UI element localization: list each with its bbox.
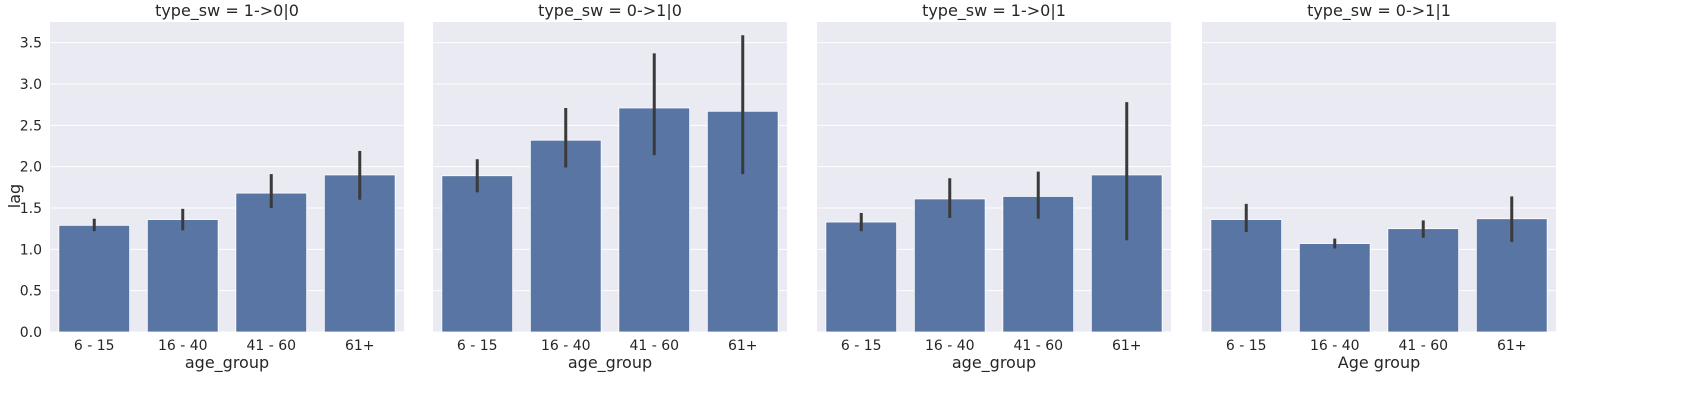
x-tick-label: 41 - 60 (1013, 338, 1063, 354)
x-axis-label: age_group (185, 353, 269, 373)
x-tick-label: 61+ (1497, 338, 1527, 354)
x-tick-label: 61+ (345, 338, 375, 354)
chart-panel-4: 6 - 15 16 - 40 41 - 60 61+ type_sw = 0->1|1 A… (1202, 1, 1556, 372)
chart-panel-1: 0.0 0.5 1.0 1.5 2.0 2.5 3.0 3.5 6 - 15 16 - 40 41 … (20, 1, 404, 373)
x-tick-label: 61+ (1112, 338, 1142, 354)
y-tick-label: 1.0 (20, 242, 42, 258)
bar (1298, 243, 1371, 333)
x-tick-label: 6 - 15 (841, 338, 882, 354)
x-tick-label: 16 - 40 (925, 338, 975, 354)
bar (441, 175, 514, 333)
x-tick-label: 16 - 40 (541, 338, 591, 354)
x-tick-label: 41 - 60 (1398, 338, 1448, 354)
bar (1210, 219, 1283, 333)
bar (913, 198, 986, 333)
facet-title: type_sw = 0->1|1 (1307, 1, 1451, 21)
x-tick-label: 41 - 60 (629, 338, 679, 354)
x-tick-label: 16 - 40 (1310, 338, 1360, 354)
x-tick-label: 41 - 60 (246, 338, 296, 354)
chart-panel-3: 6 - 15 16 - 40 41 - 60 61+ type_sw = 1->0|1 a… (817, 1, 1171, 373)
x-tick-label: 6 - 15 (1226, 338, 1267, 354)
bar (1002, 196, 1075, 333)
x-axis-label: Age group (1338, 353, 1421, 372)
x-tick-label: 16 - 40 (158, 338, 208, 354)
x-tick-label: 6 - 15 (74, 338, 115, 354)
chart-panels: 0.0 0.5 1.0 1.5 2.0 2.5 3.0 3.5 6 - 15 16 - 40 41 … (20, 1, 1556, 373)
x-axis-label: age_group (952, 353, 1036, 373)
facet-title: type_sw = 0->1|0 (538, 1, 682, 21)
y-tick-label: 2.5 (20, 118, 42, 134)
bar (58, 224, 131, 333)
bar (529, 139, 602, 333)
bar (825, 221, 898, 333)
y-tick-label: 0.0 (20, 325, 42, 341)
bar (146, 219, 219, 333)
chart-panel-2: 6 - 15 16 - 40 41 - 60 61+ type_sw = 0->1|0 a… (433, 1, 787, 373)
x-axis-label: age_group (568, 353, 652, 373)
x-tick-label: 61+ (728, 338, 758, 354)
facet-title: type_sw = 1->0|0 (155, 1, 299, 21)
y-axis-label: lag (5, 184, 24, 208)
y-tick-label: 1.5 (20, 201, 42, 217)
facet-title: type_sw = 1->0|1 (922, 1, 1066, 21)
y-tick-label: 2.0 (20, 160, 42, 176)
y-tick-label: 3.0 (20, 77, 42, 93)
bar (235, 192, 308, 333)
y-tick-label: 3.5 (20, 36, 42, 52)
y-tick-label: 0.5 (20, 284, 42, 300)
bar (1387, 228, 1460, 333)
x-tick-label: 6 - 15 (457, 338, 498, 354)
bar (323, 174, 396, 333)
